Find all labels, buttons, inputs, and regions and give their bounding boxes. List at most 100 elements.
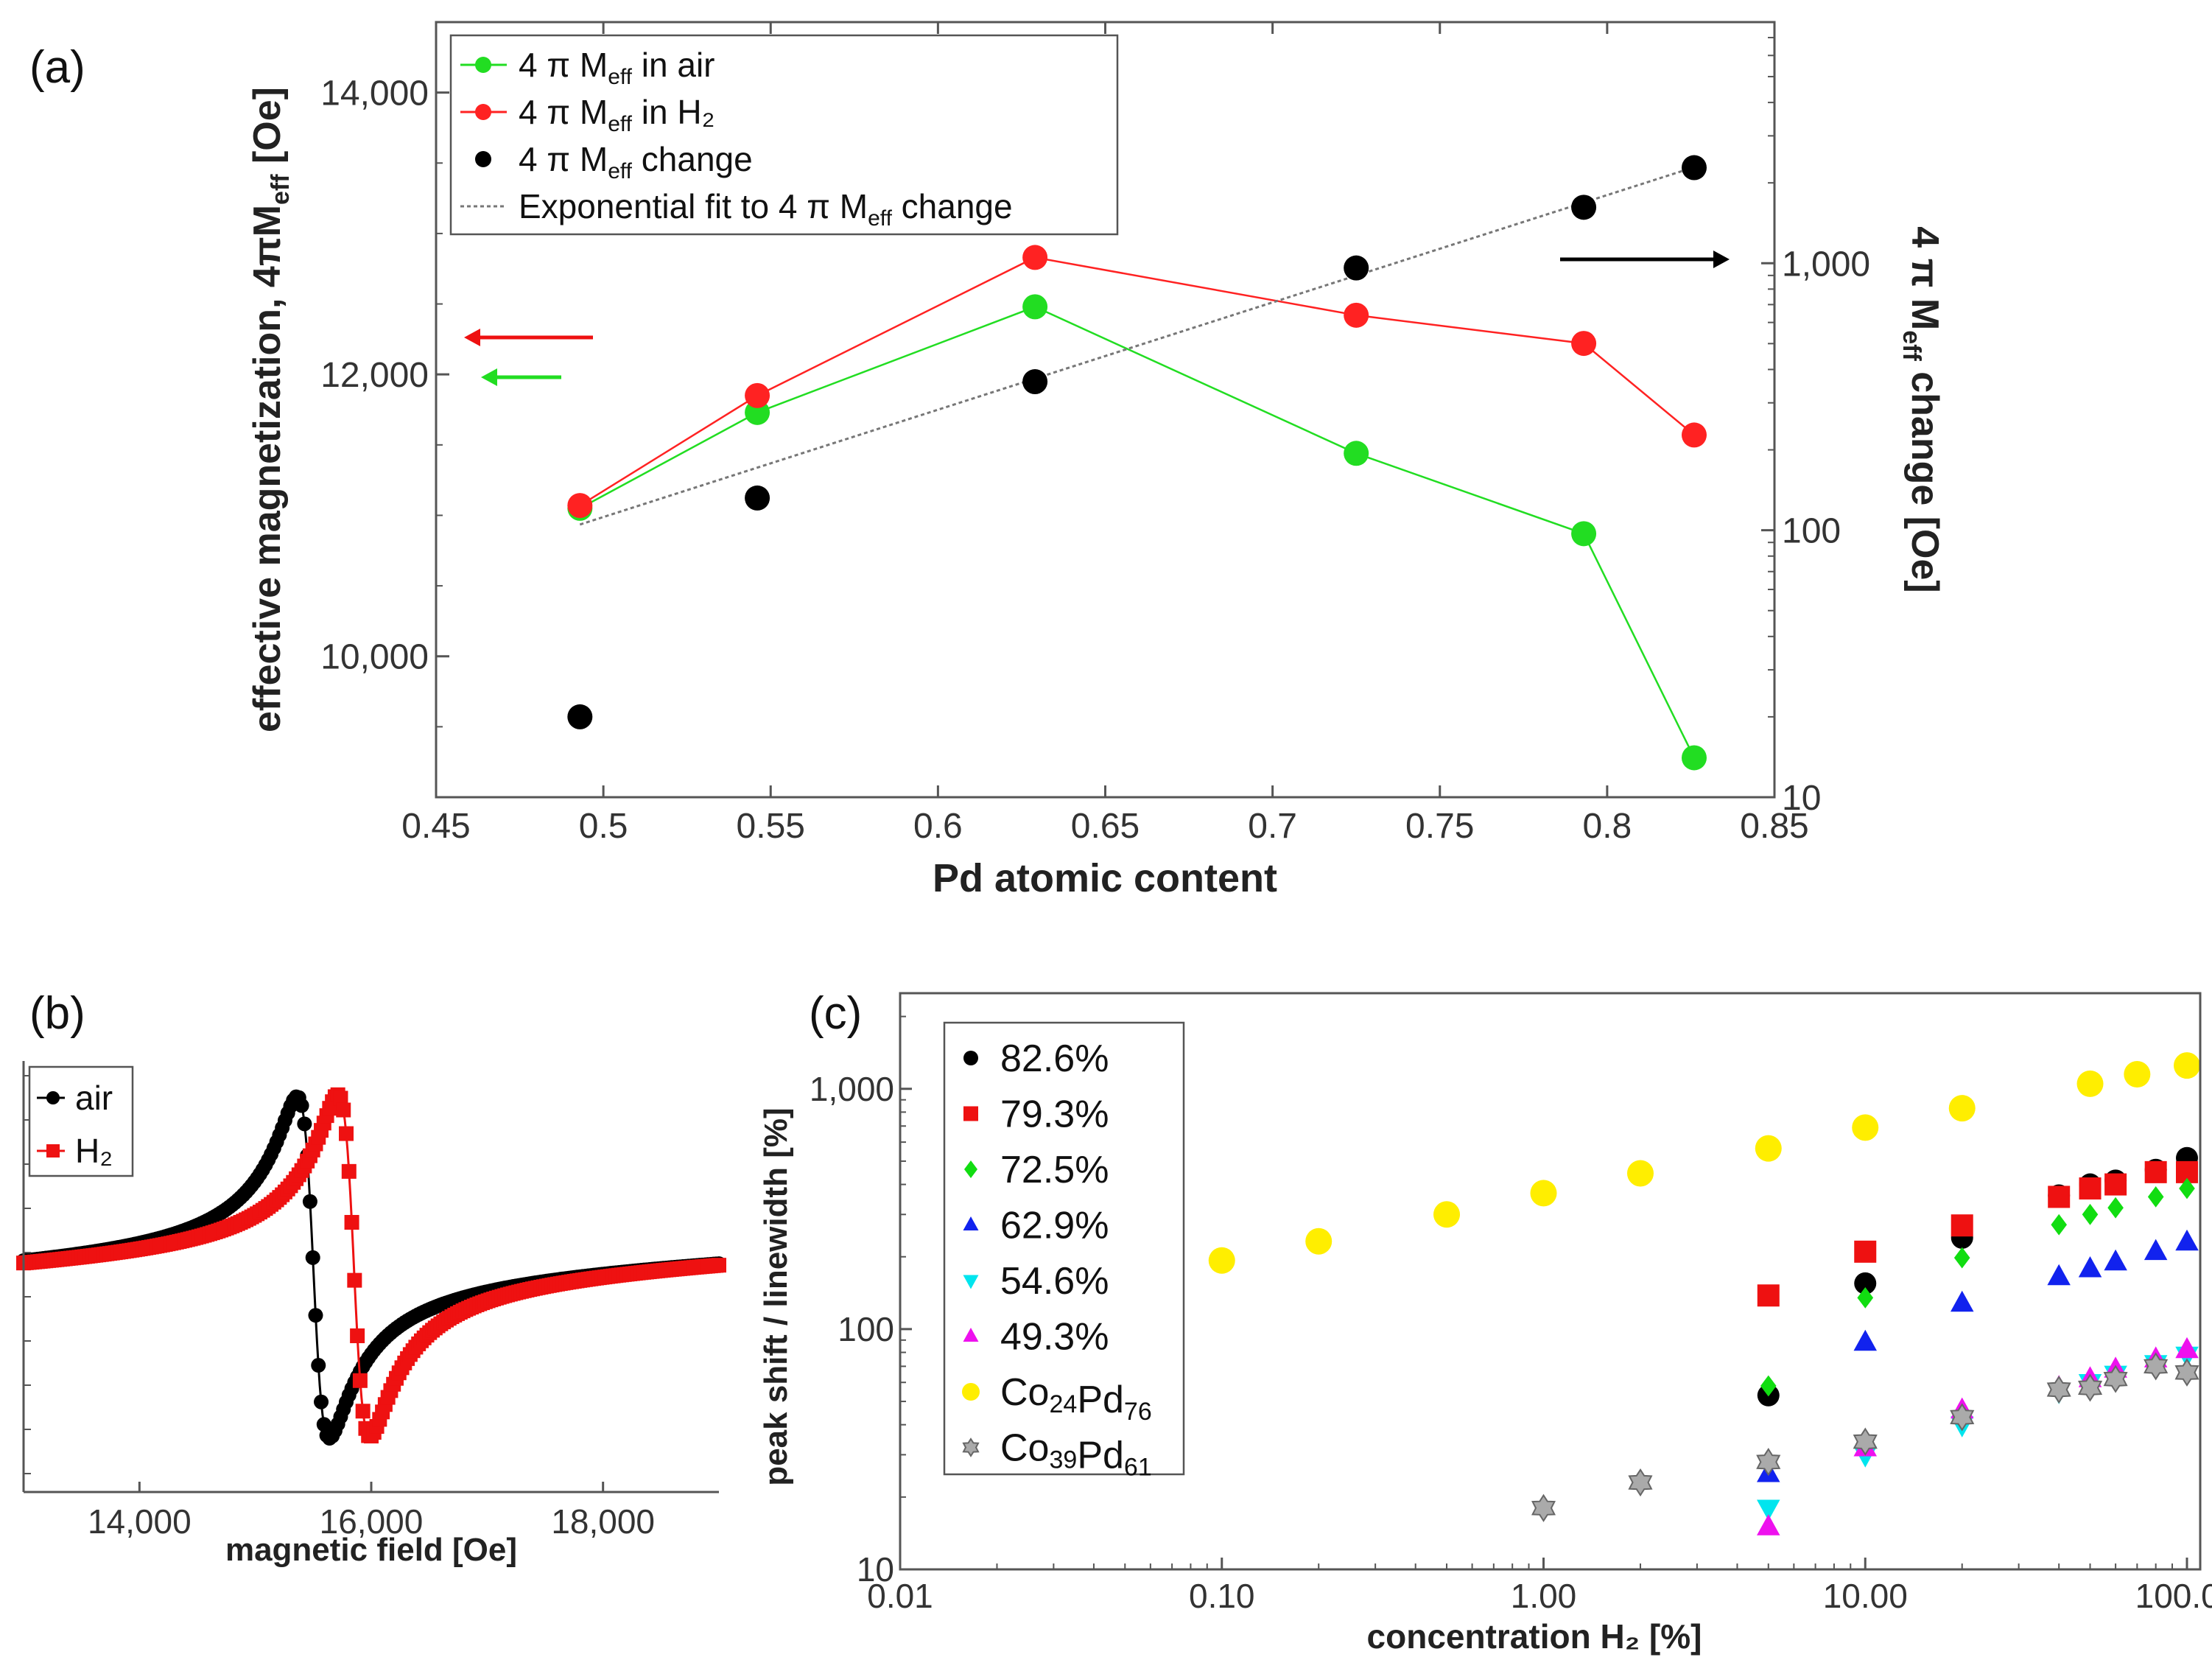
a-point-4-m-eff-change — [1344, 255, 1369, 281]
c-point-72-5 — [1857, 1287, 1874, 1309]
a-x-tick-label: 0.65 — [1071, 807, 1140, 846]
b-point-h2 — [355, 1404, 371, 1419]
c-point-62-9 — [1951, 1290, 1974, 1312]
a-y-right-tick-label: 10 — [1782, 779, 1821, 818]
legend-c-label-49-3: 49.3% — [1000, 1316, 1109, 1359]
legend-c-label-co-pd: Co39Pd61 — [1000, 1427, 1152, 1482]
c-point-co-pd — [2076, 1070, 2104, 1097]
c-point-79-3 — [2144, 1160, 2167, 1183]
a-point-4-m-eff-in-air — [1681, 745, 1707, 771]
c-point-co-pd — [2124, 1060, 2151, 1088]
svg-text:4 π Meff in H₂: 4 π Meff in H₂ — [519, 93, 714, 136]
c-point-co-pd — [2078, 1373, 2103, 1402]
b-point-air — [297, 1116, 312, 1132]
c-x-tick-label: 100.00 — [2135, 1577, 2212, 1615]
panel-b-legend: air H₂ — [28, 1065, 134, 1177]
c-point-49-3 — [2175, 1337, 2199, 1359]
a-x-tick-label: 0.6 — [913, 807, 963, 846]
panel-b-label: (b) — [29, 988, 85, 1039]
c-point-co-pd — [2143, 1352, 2169, 1381]
a-point-4-m-eff-in-h — [1344, 302, 1369, 328]
legend-c-label-54-6: 54.6% — [1000, 1260, 1109, 1303]
a-point-4-m-eff-in-h — [1681, 422, 1707, 448]
a-point-4-m-eff-in-h — [745, 382, 770, 408]
b-x-tick-label: 18,000 — [551, 1502, 655, 1541]
a-x-tick-label: 0.8 — [1583, 807, 1632, 846]
c-point-62-9 — [2143, 1239, 2168, 1261]
panel-a-legend: 4 π Meff in air 4 π Meff in H₂ 4 π Meff … — [449, 34, 1119, 236]
c-point-co-pd — [1626, 1160, 1654, 1187]
a-point-4-m-eff-change — [1681, 155, 1707, 181]
red-arrow-left-head — [464, 329, 480, 346]
c-point-72-5 — [2107, 1197, 2124, 1219]
a-y-tick-label: 10,000 — [320, 638, 429, 677]
c-point-co-pd — [2103, 1365, 2128, 1393]
a-y-tick-label: 12,000 — [320, 356, 429, 395]
b-point-h2 — [341, 1163, 357, 1179]
c-point-82-6 — [1854, 1272, 1877, 1295]
c-point-79-3 — [2048, 1186, 2071, 1208]
b-point-h2 — [352, 1373, 368, 1388]
a-point-4-m-eff-in-air — [1571, 521, 1597, 547]
c-point-72-5 — [1953, 1247, 1970, 1269]
a-point-4-m-eff-in-h — [567, 493, 593, 519]
panel-a-label: (a) — [29, 42, 85, 93]
b-point-air — [305, 1250, 320, 1265]
c-point-72-5 — [2051, 1214, 2067, 1236]
c-point-62-9 — [2104, 1249, 2127, 1271]
c-point-co-pd — [1305, 1228, 1333, 1255]
c-point-co-pd — [1208, 1247, 1235, 1274]
a-x-tick-label: 0.55 — [737, 807, 805, 846]
c-point-79-3 — [2104, 1173, 2127, 1196]
b-point-h2 — [344, 1214, 359, 1230]
b-point-h2 — [347, 1272, 362, 1288]
a-point-4-m-eff-change — [745, 485, 770, 511]
a-point-4-m-eff-in-air — [1344, 441, 1369, 466]
panel-c-y-axis-label: peak shift / linewidth [%] — [758, 1107, 794, 1485]
a-point-4-m-eff-change — [1571, 195, 1597, 220]
panel-a-right-axis-label: 4 π Meff change [Oe] — [1897, 226, 1946, 592]
b-point-h2 — [350, 1328, 365, 1343]
b-point-air — [302, 1194, 317, 1209]
panel-c-legend: 82.6% 79.3% 72.5% 62.9% 54.6% 49.3% Co24Pd76Co… — [943, 1021, 1185, 1482]
a-x-tick-label: 0.75 — [1405, 807, 1474, 846]
legend-c-marker-co-pd — [962, 1383, 980, 1401]
c-point-62-9 — [1853, 1329, 1877, 1351]
svg-text:4 π Meff in air: 4 π Meff in air — [519, 46, 715, 89]
c-x-tick-label: 1.00 — [1511, 1577, 1577, 1615]
c-point-co-pd — [1755, 1135, 1782, 1162]
c-point-62-9 — [2078, 1256, 2102, 1278]
c-point-72-5 — [2147, 1186, 2164, 1208]
a-point-4-m-eff-in-h — [1022, 245, 1048, 270]
a-series-line-4-m-eff-in-h — [579, 256, 1695, 507]
green-arrow-left-head — [481, 368, 497, 386]
panel-c-x-axis-label: concentration H₂ [%] — [1367, 1617, 1702, 1656]
b-point-air — [294, 1098, 309, 1113]
b-point-h2 — [336, 1102, 351, 1118]
c-point-co-pd — [1433, 1201, 1461, 1228]
a-x-tick-label: 0.7 — [1248, 807, 1297, 846]
a-point-4-m-eff-in-h — [1571, 331, 1597, 357]
c-point-co-pd — [1852, 1114, 1879, 1141]
legend-c-marker-co-pd — [962, 1437, 980, 1457]
legend-c-marker-54-6 — [963, 1275, 979, 1289]
legend-c-label-79-3: 79.3% — [1000, 1093, 1109, 1136]
legend-c-label-82-6: 82.6% — [1000, 1037, 1109, 1080]
panel-c-label: (c) — [809, 988, 862, 1039]
c-point-co-pd — [2174, 1052, 2200, 1079]
c-y-tick-label: 100 — [838, 1310, 894, 1348]
c-point-co-pd — [2174, 1358, 2199, 1387]
b-x-tick-label: 14,000 — [88, 1502, 192, 1541]
legend-c-label-72-5: 72.5% — [1000, 1149, 1109, 1191]
c-point-62-9 — [2047, 1264, 2071, 1286]
black-arrow-right-head — [1713, 251, 1730, 268]
legend-c-label-62-9: 62.9% — [1000, 1205, 1109, 1247]
a-series-line-exponential-fit-to-4-m-eff-change — [579, 166, 1695, 526]
panel-a-left-axis-label: effective magnetization, 4πMeff [Oe] — [246, 87, 295, 732]
b-point-air — [314, 1394, 329, 1409]
a-x-tick-label: 0.5 — [579, 807, 628, 846]
c-point-79-3 — [2079, 1177, 2102, 1200]
svg-text:H₂: H₂ — [75, 1132, 113, 1170]
c-point-79-3 — [1951, 1214, 1973, 1237]
